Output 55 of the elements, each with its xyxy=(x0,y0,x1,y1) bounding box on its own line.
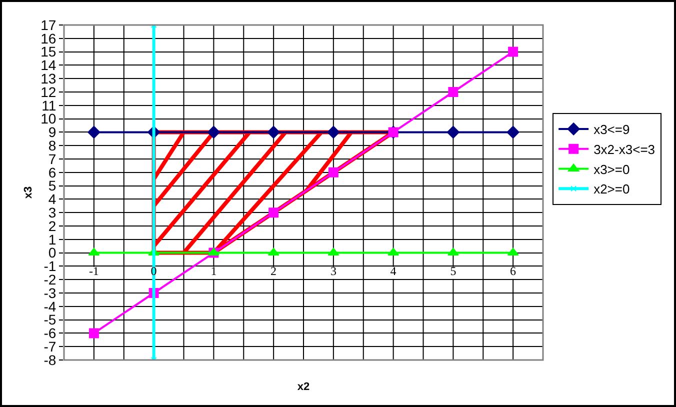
x-tick-label: 6 xyxy=(510,264,516,278)
y-tick-label: 11 xyxy=(42,97,56,114)
x-tick-label: -1 xyxy=(88,264,99,278)
y-tick-label: -7 xyxy=(44,338,56,354)
y-tick-label: -4 xyxy=(44,298,56,314)
legend-label: 3x2-x3<=3 xyxy=(594,142,656,157)
point xyxy=(446,126,460,139)
y-tick-label: -6 xyxy=(44,325,56,342)
legend-label: x3>=0 xyxy=(594,162,630,177)
point xyxy=(506,126,520,139)
legend-label: x2>=0 xyxy=(594,182,630,197)
y-tick-label: 14 xyxy=(40,57,56,74)
x-tick-label: 5 xyxy=(450,264,456,278)
x-tick-label: 1 xyxy=(210,264,217,278)
point xyxy=(88,248,100,256)
y-tick-label: 10 xyxy=(40,110,56,127)
y-tick-label: -2 xyxy=(44,272,56,288)
y-tick-label: 17 xyxy=(40,16,56,33)
y-tick-label: 7 xyxy=(48,150,56,167)
point xyxy=(447,248,459,256)
point xyxy=(268,248,280,256)
y-tick-label: 0 xyxy=(48,244,56,261)
y-tick-label: 12 xyxy=(40,84,56,100)
point xyxy=(507,248,519,256)
x-tick-label: 3 xyxy=(330,264,336,278)
legend-label: x3<=9 xyxy=(594,122,630,138)
x-tick-label: 4 xyxy=(390,264,396,278)
y-tick-label: 2 xyxy=(48,218,56,234)
y-tick-label: -8 xyxy=(44,352,56,368)
point xyxy=(388,248,400,256)
point xyxy=(508,46,518,57)
y-axis-title: x3 xyxy=(22,186,34,199)
y-tick-label: 8 xyxy=(48,138,56,154)
point xyxy=(267,126,280,139)
point xyxy=(88,328,99,338)
point xyxy=(207,126,220,139)
point xyxy=(88,126,100,139)
y-tick-label: 9 xyxy=(48,124,56,140)
y-tick-label: 13 xyxy=(40,70,56,86)
y-tick-label: -5 xyxy=(44,312,56,328)
y-tick-label: 5 xyxy=(48,178,56,194)
y-tick-label: 4 xyxy=(48,191,56,208)
x-axis-title: x2 xyxy=(297,381,310,393)
point xyxy=(327,126,340,139)
point xyxy=(328,167,338,178)
y-tick-label: -3 xyxy=(44,284,56,301)
y-tick-label: 16 xyxy=(40,30,56,46)
y-tick-label: 6 xyxy=(48,164,56,180)
y-tick-label: 1 xyxy=(48,231,56,248)
point xyxy=(268,208,279,218)
point xyxy=(448,87,458,97)
y-tick-label: 15 xyxy=(40,44,56,60)
point xyxy=(328,248,340,256)
x-tick-label: 2 xyxy=(270,264,277,278)
y-tick-label: 3 xyxy=(48,204,56,220)
